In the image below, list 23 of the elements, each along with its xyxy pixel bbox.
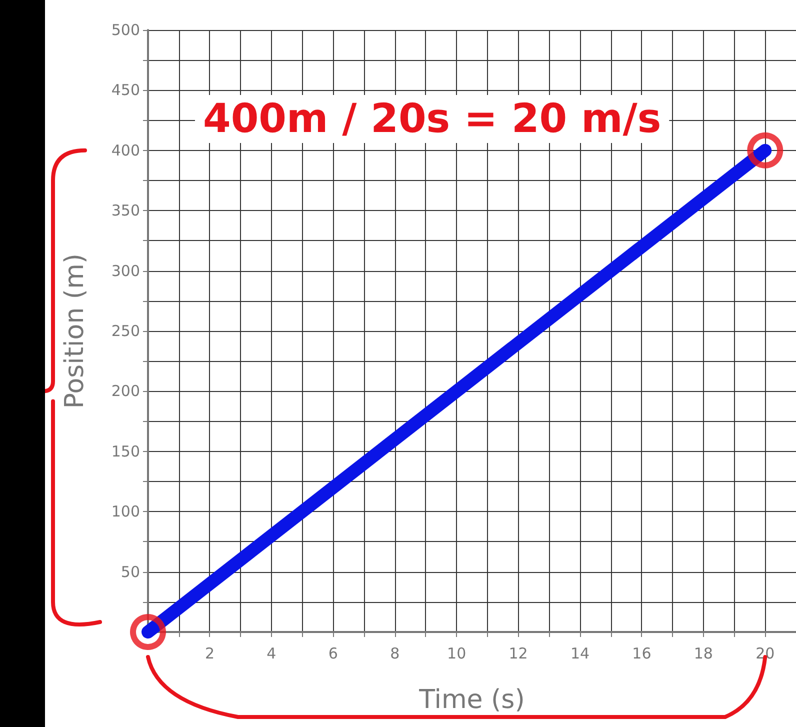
y-tick-label: 100 — [111, 502, 140, 521]
y-tick-label: 250 — [111, 322, 140, 340]
y-tick-label: 300 — [111, 262, 140, 280]
x-tick-label: 8 — [390, 644, 400, 662]
x-tick-label: 12 — [508, 644, 528, 662]
x-tick-label: 6 — [328, 644, 338, 662]
y-tick-label: 150 — [111, 442, 140, 460]
x-tick-label: 20 — [756, 644, 775, 662]
y-axis-title: Position (m) — [60, 253, 90, 409]
x-tick-label: 18 — [694, 644, 713, 662]
y-tick-label: 400 — [111, 141, 140, 160]
y-tick-label: 50 — [120, 562, 140, 581]
annotation: 400m / 20s = 20 m/s — [203, 96, 662, 142]
y-tick-label: 450 — [111, 81, 140, 100]
x-tick-label: 14 — [570, 644, 590, 662]
y-tick-label: 200 — [111, 382, 140, 400]
x-tick-label: 10 — [447, 644, 466, 662]
x-tick-label: 4 — [266, 644, 276, 662]
y-tick-label: 350 — [111, 202, 140, 220]
x-tick-label: 2 — [204, 644, 214, 662]
x-axis-title: Time (s) — [418, 685, 525, 715]
x-tick-label: 16 — [632, 644, 652, 662]
y-tick-label: 500 — [111, 21, 140, 39]
